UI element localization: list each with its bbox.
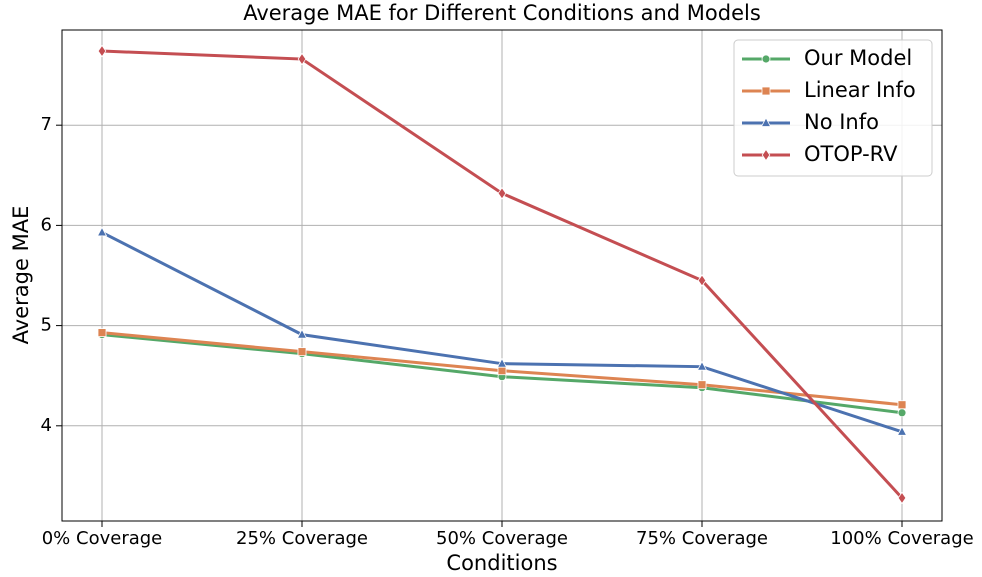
- marker: [761, 86, 771, 96]
- marker: [96, 226, 108, 237]
- marker: [697, 274, 707, 287]
- x-tick-label: 0% Coverage: [42, 528, 163, 549]
- marker: [497, 187, 507, 200]
- y-tick-label: 5: [41, 315, 52, 336]
- marker: [761, 54, 771, 64]
- marker: [97, 328, 107, 338]
- marker: [296, 328, 308, 339]
- y-tick-label: 6: [41, 214, 52, 235]
- x-tick-label: 25% Coverage: [236, 528, 368, 549]
- legend: Our Model Linear Info No Info OTOP-RV: [733, 39, 933, 177]
- marker: [697, 380, 707, 390]
- legend-label: OTOP-RV: [804, 142, 898, 166]
- legend-frame: [733, 39, 933, 177]
- legend-label: Linear Info: [804, 78, 916, 102]
- marker: [696, 360, 708, 371]
- marker: [760, 117, 772, 127]
- marker: [297, 52, 307, 66]
- x-axis-label: Conditions: [446, 551, 557, 575]
- x-tick-label: 100% Coverage: [830, 528, 973, 549]
- legend-label: No Info: [804, 110, 879, 134]
- marker: [896, 425, 908, 436]
- marker: [297, 347, 307, 357]
- marker: [897, 400, 907, 410]
- marker: [497, 366, 507, 376]
- marker: [97, 44, 107, 58]
- x-tick-label: 50% Coverage: [436, 528, 568, 549]
- plot-frame: [61, 29, 943, 522]
- marker: [496, 357, 508, 368]
- legend-label: Our Model: [804, 46, 912, 70]
- y-tick-label: 7: [41, 114, 52, 135]
- y-axis-label: Average MAE: [9, 206, 33, 345]
- x-tick-label: 75% Coverage: [636, 528, 768, 549]
- marker: [761, 148, 771, 162]
- chart-title: Average MAE for Different Conditions and…: [243, 1, 761, 25]
- marker: [897, 491, 907, 505]
- marker: [897, 408, 907, 418]
- y-tick-label: 4: [41, 415, 52, 436]
